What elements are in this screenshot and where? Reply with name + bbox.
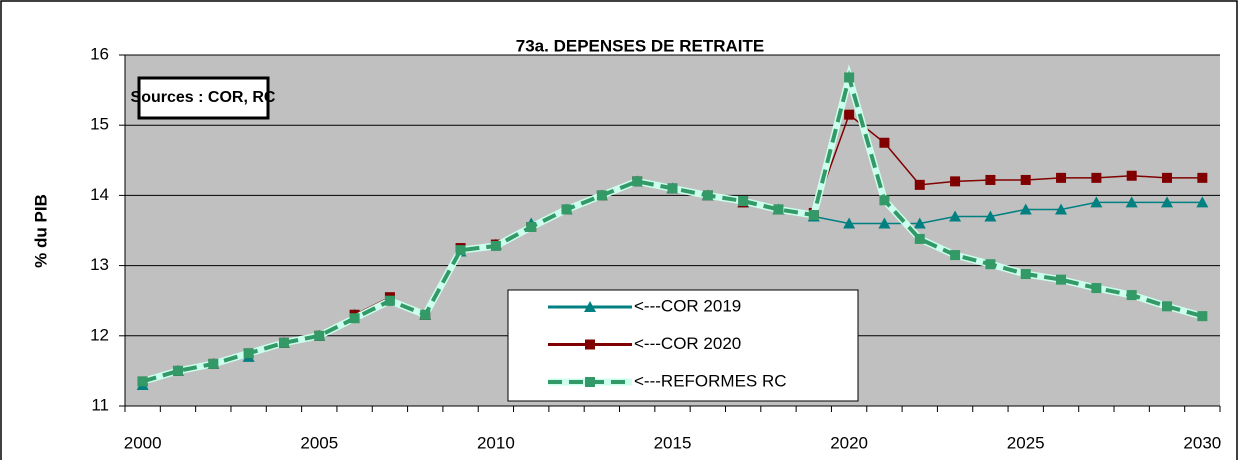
legend-marker [585, 339, 595, 350]
marker [243, 348, 254, 359]
marker [913, 217, 926, 229]
marker [773, 204, 784, 215]
marker [844, 109, 855, 120]
y-tick-label: 16 [90, 44, 109, 63]
marker [1125, 196, 1138, 208]
marker [844, 72, 855, 83]
marker [702, 190, 713, 201]
x-tick-label: 2030 [1183, 433, 1221, 452]
marker [596, 190, 607, 201]
y-axis-label: % du PIB [31, 194, 50, 268]
marker [455, 245, 466, 256]
marker [1056, 172, 1067, 183]
marker [1055, 203, 1068, 215]
marker [561, 204, 572, 215]
marker [843, 217, 856, 229]
marker [208, 358, 219, 369]
series-group [136, 64, 1209, 390]
marker [526, 221, 537, 232]
marker [1197, 172, 1208, 183]
marker [1056, 274, 1067, 285]
marker [314, 330, 325, 341]
annotation-box [137, 76, 270, 120]
marker [172, 365, 183, 376]
legend-label: <---COR 2020 [634, 334, 741, 353]
marker [914, 179, 925, 190]
marker [1197, 311, 1208, 322]
legend-marker [585, 377, 595, 387]
marker [1091, 172, 1102, 183]
marker [808, 210, 819, 221]
legend-entries: <---COR 2019 <---COR 2020 <---REFORMES RC [548, 296, 787, 390]
marker [1091, 283, 1102, 294]
legend-label: <---REFORMES RC [634, 371, 787, 390]
y-tick-label: 12 [90, 325, 109, 344]
marker [278, 337, 289, 348]
marker [137, 376, 148, 387]
marker [914, 233, 925, 244]
legend-label: <---COR 2019 [634, 296, 741, 315]
marker [1020, 174, 1031, 185]
marker [984, 210, 997, 222]
marker [384, 295, 395, 306]
series [137, 64, 1208, 387]
y-tick-label: 13 [90, 255, 109, 274]
marker [1161, 196, 1174, 208]
y-tick-label: 11 [91, 395, 109, 414]
marker [949, 210, 962, 222]
x-tick-label: 2025 [1007, 433, 1045, 452]
x-tick-label: 2015 [654, 433, 692, 452]
marker [1090, 196, 1103, 208]
marker [667, 183, 678, 194]
marker [1020, 269, 1031, 280]
marker [349, 313, 360, 324]
x-tick-label: 2010 [477, 433, 515, 452]
x-tick-label: 2000 [124, 433, 162, 452]
marker [738, 196, 749, 207]
marker [1162, 301, 1173, 312]
y-tick-label: 14 [90, 185, 109, 204]
marker [490, 240, 501, 251]
marker [985, 259, 996, 270]
marker [1162, 172, 1173, 183]
marker [950, 250, 961, 261]
marker [879, 137, 890, 148]
marker [879, 195, 890, 206]
marker [1126, 290, 1137, 301]
marker [1126, 170, 1137, 181]
annotation: Sources : COR, RC [131, 89, 276, 106]
chart-title: 73a. DEPENSES DE RETRAITE [516, 36, 764, 55]
marker [985, 174, 996, 185]
legend-marker [584, 301, 596, 312]
marker [950, 176, 961, 187]
marker [1019, 203, 1032, 215]
x-tick-label: 2020 [830, 433, 868, 452]
y-tick-label: 15 [90, 115, 109, 134]
marker [878, 217, 891, 229]
marker [1196, 196, 1209, 208]
marker [632, 176, 643, 187]
x-tick-label: 2005 [300, 433, 338, 452]
marker [420, 309, 431, 320]
